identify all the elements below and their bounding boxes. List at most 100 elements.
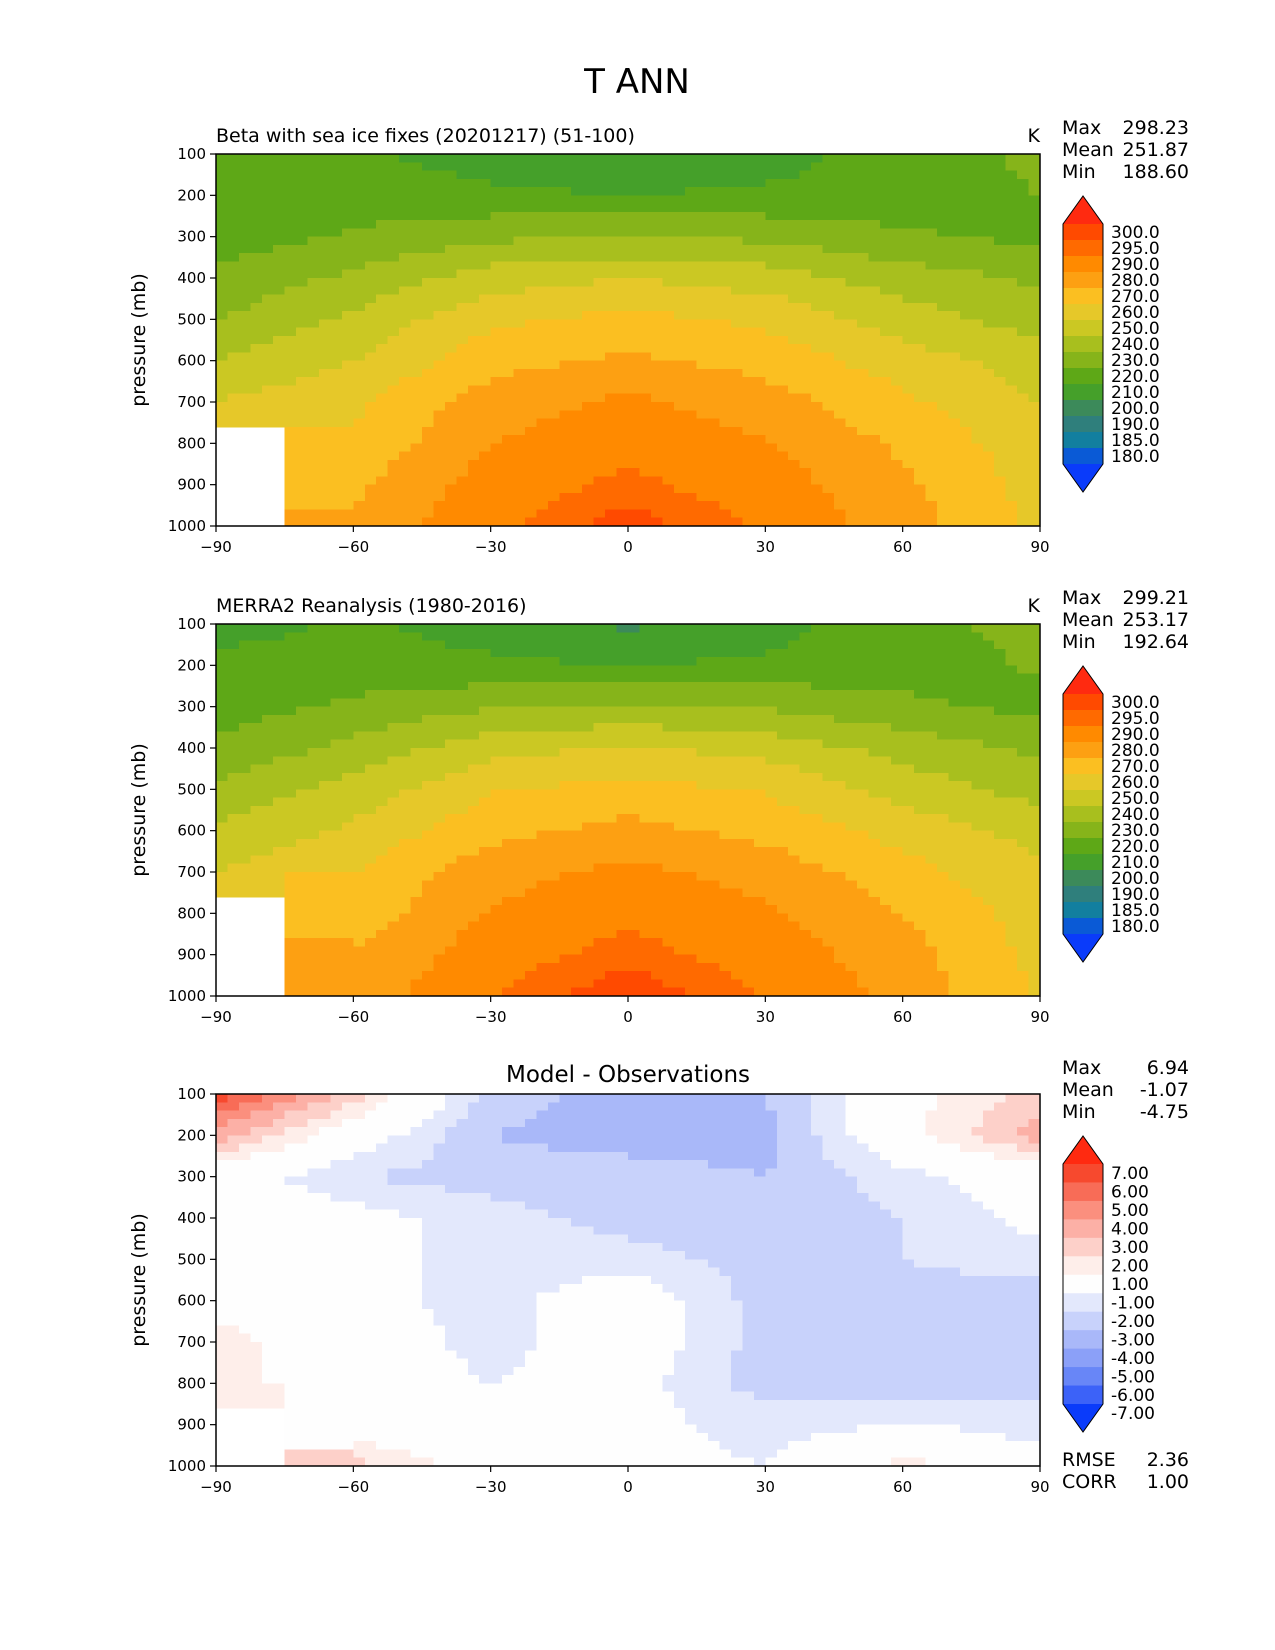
contour-cell [433,402,446,411]
contour-cell [250,648,263,658]
contour-cell [971,286,984,296]
contour-cell [376,632,389,642]
contour-cell [284,410,297,420]
contour-cell [399,797,412,807]
contour-cell [1005,814,1018,823]
contour-cell [570,509,583,519]
contour-cell [1028,319,1041,329]
contour-cell [490,327,503,337]
contour-cell [593,648,606,658]
contour-cell [914,360,927,370]
contour-cell [364,344,377,353]
contour-cell [708,195,721,205]
contour-cell [250,311,263,320]
contour-cell [719,228,732,238]
contour-cell [662,278,675,287]
contour-cell [696,335,709,345]
contour-cell [582,681,595,691]
contour-cell [593,360,606,370]
contour-cell [650,335,663,345]
contour-cell [444,443,457,453]
contour-cell [364,154,377,163]
contour-cell [1005,723,1018,733]
contour-cell [1017,302,1030,312]
contour-cell [959,624,972,633]
contour-cell [879,814,892,823]
contour-cell [662,211,675,221]
contour-cell [216,385,229,395]
contour-cell [341,269,354,279]
contour-cell [319,443,332,453]
contour-cell [811,319,824,329]
contour-cell [719,368,732,378]
contour-cell [479,739,492,749]
contour-cell [216,302,229,312]
stat-label: Mean [1062,139,1114,161]
contour-cell [776,302,789,312]
colorbar-label: 270.0 [1111,287,1160,307]
contour-cell [650,344,663,353]
contour-cell [822,731,835,741]
contour-cell [422,789,435,799]
contour-cell [1028,244,1041,254]
contour-cell [238,178,251,188]
contour-cell [525,178,538,188]
contour-cell [238,648,251,658]
contour-cell [845,344,858,353]
contour-cell [353,435,366,444]
contour-cell [937,648,950,658]
contour-cell [536,756,549,766]
contour-cell [982,706,995,716]
contour-cell [822,253,835,263]
contour-cell [273,748,286,757]
contour-cell [742,187,755,196]
contour-cell [891,698,904,708]
contour-cell [822,781,835,790]
contour-cell [559,236,572,246]
contour-cell [467,170,480,180]
contour-cell [650,459,663,469]
contour-cell [444,459,457,469]
contour-cell [1017,410,1030,420]
contour-cell [513,640,526,650]
contour-cell [456,203,469,213]
contour-cell [971,220,984,229]
contour-cell [376,509,389,519]
contour-cell [937,170,950,180]
contour-cell [925,244,938,254]
contour-cell [834,748,847,757]
contour-cell [422,211,435,221]
contour-cell [387,377,400,387]
contour-cell [891,170,904,180]
contour-cell [914,228,927,238]
contour-cell [399,195,412,205]
contour-cell [479,426,492,436]
contour-cell [765,203,778,213]
contour-cell [822,319,835,329]
contour-cell [811,228,824,238]
contour-cell [273,154,286,163]
contour-cell [925,459,938,469]
contour-cell [776,261,789,271]
colorbar-band [1063,352,1103,369]
contour-cell [1028,286,1041,296]
contour-cell [1028,731,1041,741]
contour-cell [513,294,526,304]
contour-cell [753,418,766,428]
contour-cell [433,657,446,666]
contour-cell [685,211,698,221]
contour-cell [799,731,812,741]
contour-cell [731,443,744,453]
contour-cell [982,402,995,411]
contour-cell [479,723,492,733]
contour-cell [616,517,629,527]
contour-cell [673,393,686,403]
contour-cell [650,814,663,823]
contour-cell [525,170,538,180]
contour-cell [273,170,286,180]
contour-cell [605,739,618,749]
contour-cell [765,178,778,188]
contour-cell [719,187,732,196]
contour-cell [914,723,927,733]
contour-cell [582,723,595,733]
